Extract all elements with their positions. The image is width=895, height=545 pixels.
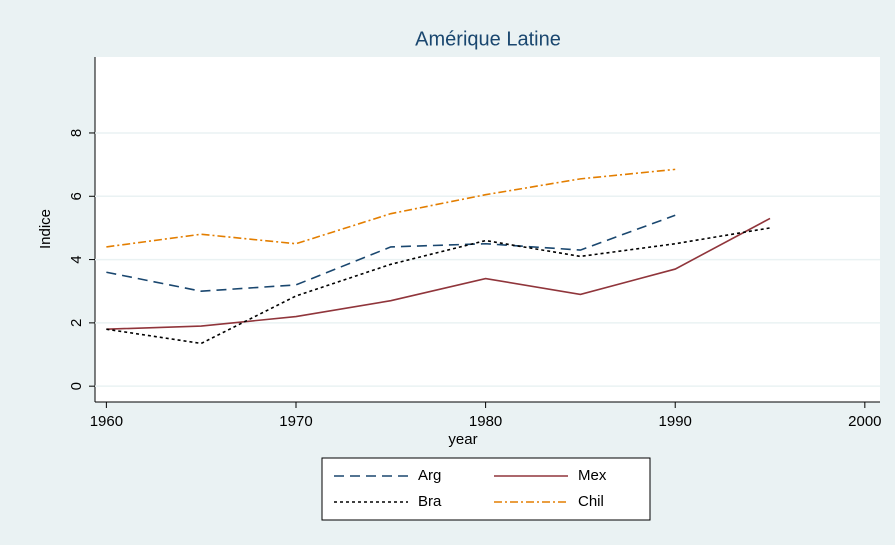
legend — [321, 457, 651, 521]
legend-label: Chil — [578, 493, 604, 510]
y-tick-label: 2 — [68, 319, 85, 327]
x-tick-label: 1970 — [279, 413, 312, 430]
series-line — [106, 227, 771, 345]
legend-label: Arg — [418, 467, 441, 484]
legend-label: Mex — [578, 467, 607, 484]
legend-label: Bra — [418, 493, 442, 510]
y-tick-label: 4 — [68, 255, 85, 263]
y-axis-label: Indice — [37, 209, 54, 249]
x-axis-label: year — [448, 431, 477, 448]
x-tick-label: 1980 — [469, 413, 502, 430]
series-line — [106, 168, 676, 248]
x-tick-label: 1990 — [659, 413, 692, 430]
series-line — [106, 217, 771, 331]
series-line — [106, 214, 676, 293]
y-tick-label: 6 — [68, 192, 85, 200]
chart-title: Amérique Latine — [415, 28, 561, 50]
x-tick-label: 1960 — [90, 413, 123, 430]
y-tick-label: 8 — [68, 129, 85, 137]
y-tick-label: 0 — [68, 382, 85, 390]
x-tick-label: 2000 — [848, 413, 881, 430]
